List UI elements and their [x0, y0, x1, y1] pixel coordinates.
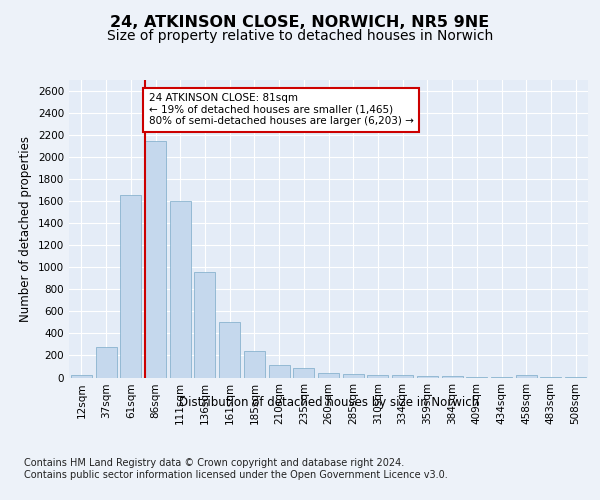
Bar [367, 374, 388, 378]
Bar [565, 377, 586, 378]
Bar [318, 373, 339, 378]
Text: 24 ATKINSON CLOSE: 81sqm
← 19% of detached houses are smaller (1,465)
80% of sem: 24 ATKINSON CLOSE: 81sqm ← 19% of detach… [149, 93, 413, 126]
Bar [442, 376, 463, 378]
Bar [170, 201, 191, 378]
Bar [541, 377, 562, 378]
Bar [269, 366, 290, 378]
Bar [120, 194, 141, 378]
Text: 24, ATKINSON CLOSE, NORWICH, NR5 9NE: 24, ATKINSON CLOSE, NORWICH, NR5 9NE [110, 15, 490, 30]
Text: Contains public sector information licensed under the Open Government Licence v3: Contains public sector information licen… [24, 470, 448, 480]
Bar [194, 272, 215, 378]
Bar [466, 377, 487, 378]
Bar [417, 376, 438, 378]
Bar [244, 350, 265, 378]
Text: Contains HM Land Registry data © Crown copyright and database right 2024.: Contains HM Land Registry data © Crown c… [24, 458, 404, 468]
Bar [392, 376, 413, 378]
Bar [516, 376, 537, 378]
Bar [293, 368, 314, 378]
Bar [343, 374, 364, 378]
Text: Distribution of detached houses by size in Norwich: Distribution of detached houses by size … [179, 396, 479, 409]
Text: Size of property relative to detached houses in Norwich: Size of property relative to detached ho… [107, 29, 493, 43]
Bar [95, 346, 116, 378]
Bar [145, 140, 166, 378]
Bar [491, 377, 512, 378]
Bar [219, 322, 240, 378]
Y-axis label: Number of detached properties: Number of detached properties [19, 136, 32, 322]
Bar [71, 374, 92, 378]
